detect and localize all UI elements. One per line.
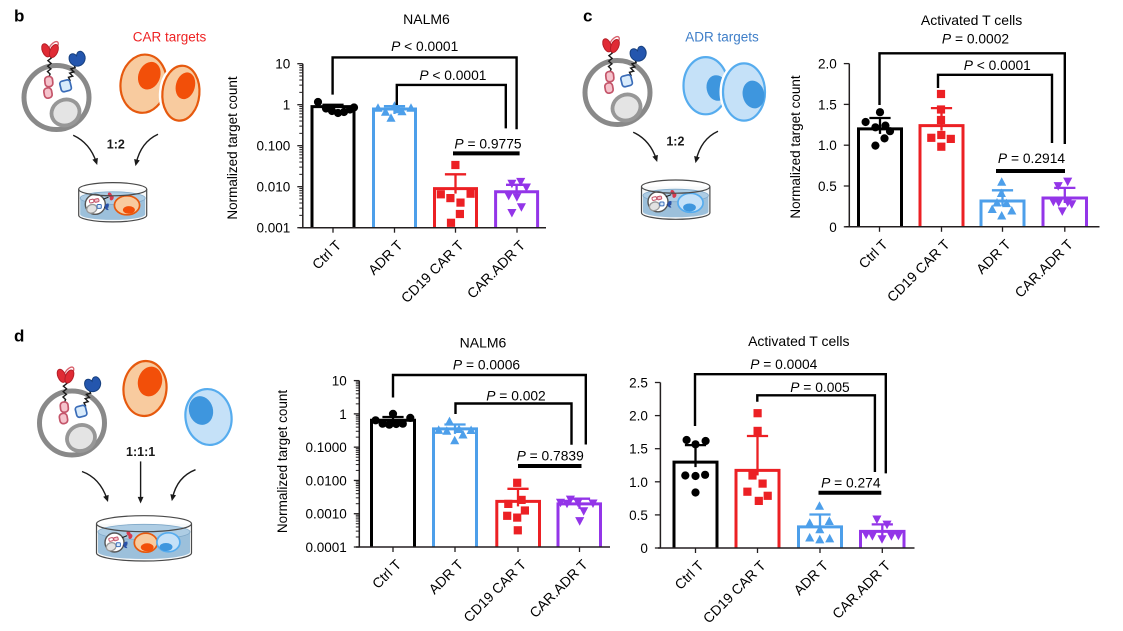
svg-text:2.5: 2.5 xyxy=(629,376,648,391)
svg-text:P = 0.9775: P = 0.9775 xyxy=(454,137,521,152)
svg-text:2.0: 2.0 xyxy=(818,57,837,72)
svg-text:1.5: 1.5 xyxy=(629,442,648,457)
svg-text:NALM6: NALM6 xyxy=(403,11,450,27)
svg-text:10: 10 xyxy=(332,374,347,389)
svg-text:1:2: 1:2 xyxy=(107,137,125,151)
svg-text:0.0010: 0.0010 xyxy=(306,507,347,522)
svg-text:P = 0.7839: P = 0.7839 xyxy=(517,449,584,464)
svg-text:P = 0.005: P = 0.005 xyxy=(790,380,850,395)
svg-text:1.0: 1.0 xyxy=(629,475,648,490)
svg-text:NALM6: NALM6 xyxy=(460,335,507,351)
svg-text:P = 0.0002: P = 0.0002 xyxy=(942,31,1009,46)
svg-text:1.5: 1.5 xyxy=(818,97,837,112)
svg-text:P < 0.0001: P < 0.0001 xyxy=(419,68,486,83)
svg-text:0.0001: 0.0001 xyxy=(306,540,347,555)
svg-text:P < 0.0001: P < 0.0001 xyxy=(391,39,458,54)
svg-text:0: 0 xyxy=(640,541,648,556)
svg-text:P = 0.0004: P = 0.0004 xyxy=(750,357,817,372)
svg-text:d: d xyxy=(14,326,24,345)
svg-text:P = 0.274: P = 0.274 xyxy=(821,475,881,490)
svg-text:P = 0.0006: P = 0.0006 xyxy=(453,357,520,372)
svg-text:1.0: 1.0 xyxy=(818,138,837,153)
svg-text:Normalized target count: Normalized target count xyxy=(275,390,290,534)
svg-text:1: 1 xyxy=(283,98,291,113)
svg-text:c: c xyxy=(583,6,592,25)
svg-text:10: 10 xyxy=(275,57,290,72)
svg-text:0.5: 0.5 xyxy=(818,179,837,194)
svg-text:0.5: 0.5 xyxy=(629,508,648,523)
svg-text:0.1000: 0.1000 xyxy=(306,440,347,455)
svg-text:CAR targets: CAR targets xyxy=(133,30,207,45)
svg-text:0.0100: 0.0100 xyxy=(306,473,347,488)
svg-text:b: b xyxy=(14,7,24,26)
svg-text:Normalized target count: Normalized target count xyxy=(788,75,803,219)
svg-text:1:1:1: 1:1:1 xyxy=(126,445,155,459)
svg-text:Activated T cells: Activated T cells xyxy=(748,333,849,349)
svg-text:P = 0.002: P = 0.002 xyxy=(486,389,545,404)
svg-text:0.001: 0.001 xyxy=(257,221,291,236)
svg-text:1: 1 xyxy=(339,407,347,422)
svg-text:P < 0.0001: P < 0.0001 xyxy=(964,58,1031,73)
svg-text:1:2: 1:2 xyxy=(666,134,684,148)
svg-text:P = 0.2914: P = 0.2914 xyxy=(998,151,1065,166)
svg-text:0.100: 0.100 xyxy=(257,139,291,154)
svg-text:ADR targets: ADR targets xyxy=(685,29,759,44)
svg-text:0: 0 xyxy=(829,220,837,235)
svg-text:2.0: 2.0 xyxy=(629,409,648,424)
svg-text:0.010: 0.010 xyxy=(257,180,291,195)
svg-text:Activated T cells: Activated T cells xyxy=(921,12,1022,28)
svg-text:Normalized target count: Normalized target count xyxy=(225,76,240,220)
